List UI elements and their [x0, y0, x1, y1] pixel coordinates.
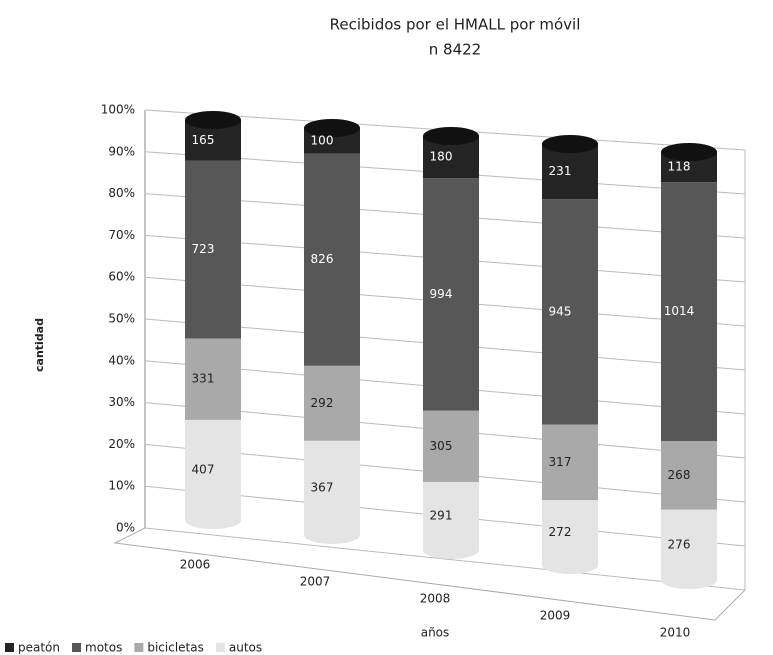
y-axis-title: cantidad: [33, 318, 46, 372]
bar-segment: [423, 410, 479, 482]
data-label: 945: [549, 304, 572, 318]
y-tick-label: 50%: [108, 312, 135, 326]
legend-swatch: [5, 643, 14, 652]
y-tick-label: 0%: [116, 521, 135, 535]
legend-swatch: [72, 643, 82, 652]
bar-segment: [185, 160, 241, 339]
bar-segment: [423, 178, 479, 411]
data-label: 180: [430, 150, 453, 164]
cylinder-top: [304, 119, 360, 137]
y-tick-label: 60%: [108, 270, 135, 284]
bar-segment: [423, 481, 479, 550]
bar-segment: [185, 419, 241, 520]
data-label: 367: [311, 480, 334, 494]
chart-subtitle: n 8422: [429, 41, 481, 59]
chart-title: Recibidos por el HMALL por móvil: [330, 16, 581, 34]
y-tick-label: 90%: [108, 144, 135, 158]
data-label: 291: [430, 508, 453, 522]
y-tick-label: 10%: [108, 479, 135, 493]
data-label: 100: [311, 133, 334, 147]
data-label: 276: [668, 537, 691, 551]
legend-label: autos: [229, 641, 262, 655]
floor: [113, 527, 746, 621]
data-label: 292: [311, 396, 334, 410]
x-tick-label: 2009: [540, 609, 571, 623]
data-label: 165: [192, 133, 215, 147]
x-axis-title: años: [421, 626, 450, 640]
data-label: 994: [430, 287, 453, 301]
data-label: 118: [668, 160, 691, 174]
cylinder-top: [423, 127, 479, 145]
legend-swatch: [134, 643, 144, 652]
bar-segment: [304, 440, 360, 535]
data-label: 723: [192, 242, 215, 256]
data-label: 268: [668, 468, 691, 482]
legend-swatch: [215, 643, 225, 652]
bar-segment: [542, 500, 598, 565]
bar-segment: [661, 441, 717, 510]
legend-label: peatón: [18, 641, 60, 655]
data-label: 317: [549, 455, 572, 469]
bar-segment: [542, 199, 598, 425]
bar-segment: [542, 424, 598, 501]
data-label: 1014: [664, 304, 695, 318]
y-tick-label: 40%: [108, 353, 135, 367]
y-tick-label: 70%: [108, 228, 135, 242]
x-tick-label: 2007: [300, 575, 331, 589]
cylinder-top: [542, 135, 598, 153]
y-tick-label: 100%: [101, 103, 135, 117]
bar-segment: [542, 144, 598, 200]
legend-label: bicicletas: [147, 641, 204, 655]
data-label: 407: [192, 462, 215, 476]
cylinder-top: [185, 111, 241, 129]
legend-label: motos: [85, 641, 122, 655]
cylinder-top: [661, 143, 717, 161]
bar-segment: [304, 365, 360, 441]
data-label: 305: [430, 439, 453, 453]
bar-segment: [304, 153, 360, 366]
y-tick-label: 80%: [108, 186, 135, 200]
bar-segment: [661, 182, 717, 442]
bar-segment: [661, 509, 717, 580]
data-label: 331: [192, 372, 215, 386]
data-label: 272: [549, 525, 572, 539]
x-tick-label: 2008: [420, 592, 451, 606]
bar-segment: [185, 338, 241, 420]
x-tick-label: 2010: [660, 626, 691, 640]
data-label: 826: [311, 252, 334, 266]
x-tick-label: 2006: [180, 558, 211, 572]
data-label: 231: [549, 164, 572, 178]
y-tick-label: 20%: [108, 437, 135, 451]
grid-line: [144, 527, 746, 591]
y-tick-label: 30%: [108, 395, 135, 409]
